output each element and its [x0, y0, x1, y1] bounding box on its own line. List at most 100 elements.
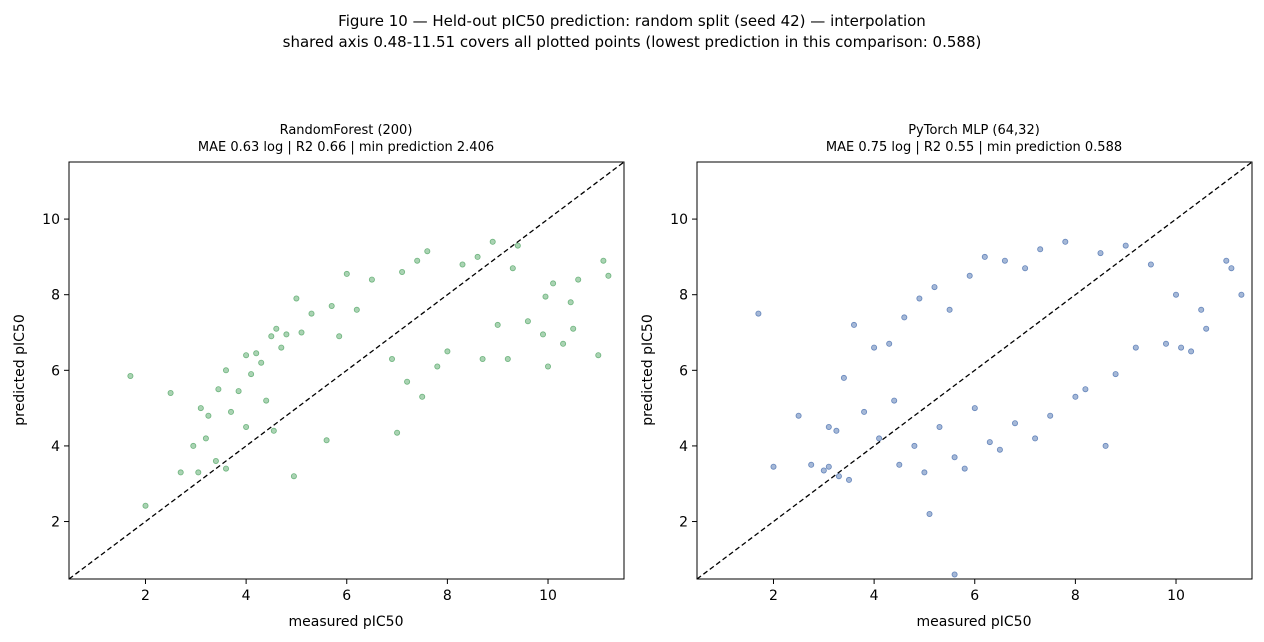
data-point	[248, 371, 255, 378]
data-point	[1022, 265, 1029, 272]
data-point	[981, 253, 988, 260]
data-point	[916, 295, 923, 302]
y-tick-label: 6	[679, 363, 688, 379]
data-point	[1082, 386, 1089, 393]
data-point	[328, 302, 335, 309]
data-point	[1037, 246, 1044, 253]
data-point	[298, 329, 305, 336]
data-point	[1062, 238, 1069, 245]
data-point	[971, 405, 978, 412]
y-tick-label: 2	[679, 515, 688, 531]
data-point	[195, 469, 202, 476]
y-tick-label: 4	[679, 439, 688, 455]
figure-title: Figure 10 — Held-out pIC50 prediction: r…	[338, 12, 926, 30]
data-point	[283, 331, 290, 338]
data-point	[414, 257, 421, 264]
y-tick-label: 8	[51, 288, 60, 304]
data-point	[424, 248, 431, 255]
data-point	[127, 372, 134, 379]
data-point	[474, 253, 481, 260]
data-point	[1102, 442, 1109, 449]
identity-line	[68, 161, 625, 580]
x-tick-label: 2	[769, 588, 778, 604]
data-point	[570, 325, 577, 332]
x-tick-label: 10	[539, 588, 557, 604]
y-tick-label: 2	[51, 515, 60, 531]
data-point	[1203, 325, 1210, 332]
data-point	[205, 412, 212, 419]
data-point	[290, 473, 297, 480]
y-tick-label: 4	[51, 439, 60, 455]
data-point	[253, 350, 260, 357]
data-point	[851, 321, 858, 328]
y-ticks: 2 4 6 8 10	[670, 212, 697, 531]
data-point	[489, 238, 496, 245]
data-point	[886, 340, 893, 347]
data-point	[336, 333, 343, 340]
data-point	[1188, 348, 1195, 355]
data-point	[479, 355, 486, 362]
panel-title: RandomForest (200)	[280, 123, 413, 138]
data-point	[399, 268, 406, 275]
data-point	[514, 242, 521, 249]
data-point	[560, 340, 567, 347]
y-tick-label: 10	[670, 212, 688, 228]
data-point	[1163, 340, 1170, 347]
data-point	[419, 393, 426, 400]
data-point	[1178, 344, 1185, 351]
data-point	[542, 293, 549, 300]
figure-subtitle: shared axis 0.48-11.51 covers all plotte…	[282, 33, 982, 51]
data-point	[926, 510, 933, 517]
panel-title: PyTorch MLP (64,32)	[908, 123, 1040, 138]
x-tick-label: 4	[870, 588, 879, 604]
scatter-points	[127, 238, 612, 509]
data-point	[755, 310, 762, 317]
data-point	[901, 314, 908, 321]
x-tick-label: 6	[970, 588, 979, 604]
data-point	[273, 325, 280, 332]
scatter-points	[755, 238, 1245, 578]
data-point	[222, 465, 229, 472]
data-point	[951, 454, 958, 461]
x-tick-label: 10	[1167, 588, 1185, 604]
data-point	[550, 280, 557, 287]
data-point	[1238, 291, 1245, 298]
data-point	[996, 446, 1003, 453]
data-point	[353, 306, 360, 313]
data-point	[243, 352, 250, 359]
x-ticks: 2 4 6 8 10	[769, 579, 1185, 604]
x-tick-label: 8	[443, 588, 452, 604]
data-point	[876, 435, 883, 442]
data-point	[820, 467, 827, 474]
data-point	[142, 502, 149, 509]
data-point	[1228, 265, 1235, 272]
data-point	[1001, 257, 1008, 264]
y-axis-label: predicted pIC50	[640, 314, 656, 425]
data-point	[1012, 420, 1019, 427]
y-tick-label: 10	[42, 212, 60, 228]
data-point	[504, 355, 511, 362]
data-point	[871, 344, 878, 351]
x-tick-label: 4	[242, 588, 251, 604]
panel-pytorch-mlp: PyTorch MLP (64,32) MAE 0.75 log | R2 0.…	[640, 123, 1253, 630]
data-point	[891, 397, 898, 404]
data-point	[177, 469, 184, 476]
data-point	[323, 437, 330, 444]
data-point	[434, 363, 441, 370]
data-point	[270, 427, 277, 434]
data-point	[1112, 371, 1119, 378]
data-point	[1132, 344, 1139, 351]
data-point	[343, 270, 350, 277]
data-point	[215, 386, 222, 393]
data-point	[1147, 261, 1154, 268]
data-point	[567, 299, 574, 306]
data-point	[540, 331, 547, 338]
data-point	[190, 442, 197, 449]
data-point	[212, 457, 219, 464]
data-point	[1072, 393, 1079, 400]
data-point	[1047, 412, 1054, 419]
data-point	[595, 352, 602, 359]
data-point	[846, 476, 853, 483]
